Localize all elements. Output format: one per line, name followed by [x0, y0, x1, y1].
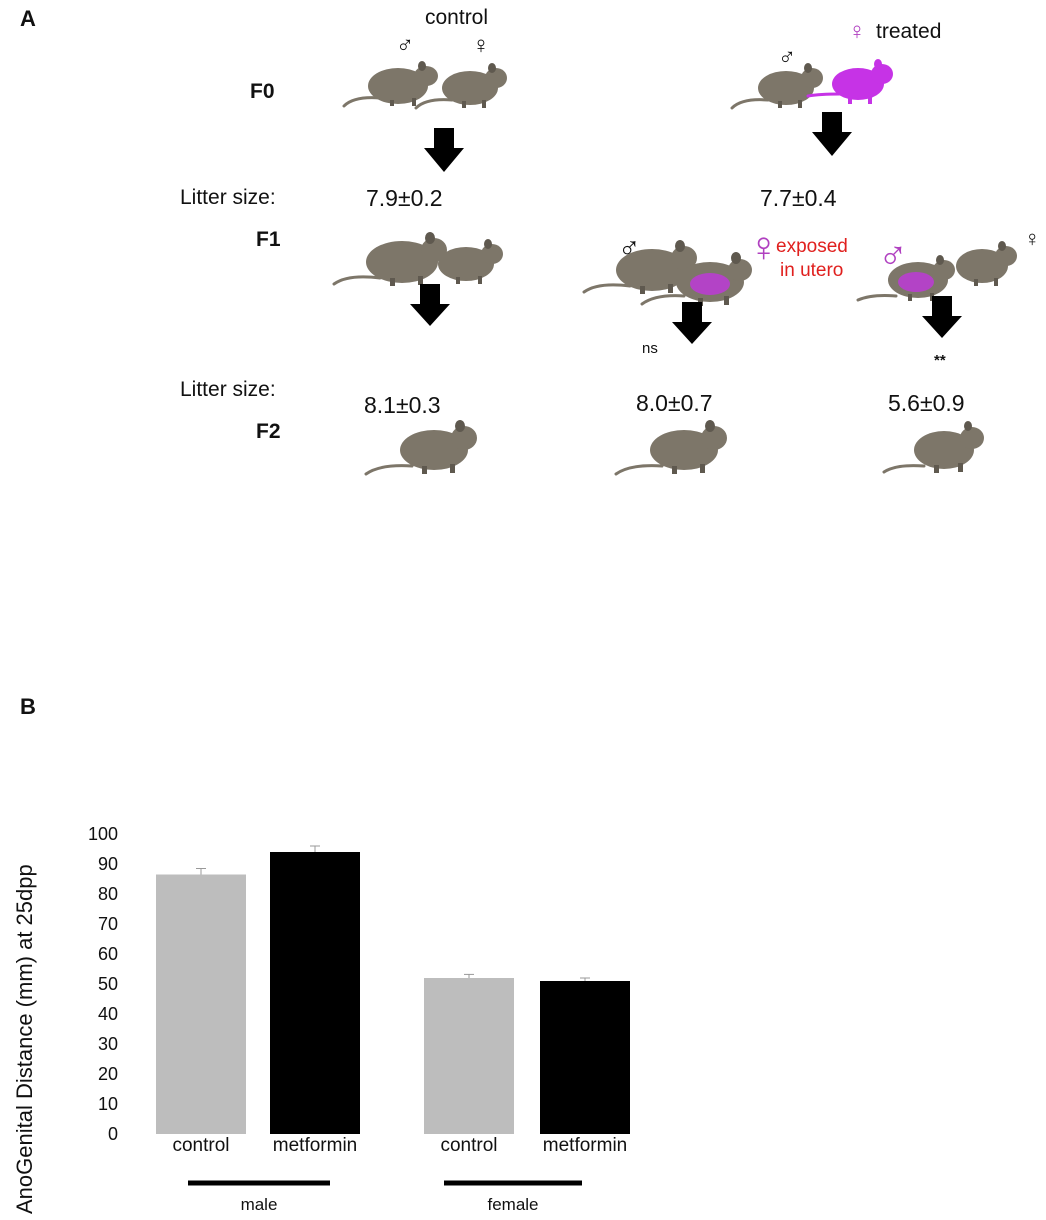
- significance-label: **: [934, 352, 946, 369]
- bar-1: [270, 852, 360, 1134]
- mouse-icon-f0-treated-female: [806, 59, 893, 104]
- bar-0: [156, 874, 246, 1134]
- y-tick-label: 10: [98, 1094, 118, 1114]
- x-tick-label: control: [440, 1135, 497, 1156]
- exposed-label-line1: exposed: [776, 236, 848, 257]
- group-label: male: [241, 1195, 278, 1214]
- y-tick-label: 60: [98, 944, 118, 964]
- panel-b-label: B: [20, 694, 36, 719]
- female-symbol-exposed: ♀: [748, 223, 780, 270]
- x-tick-label: metformin: [543, 1135, 627, 1156]
- y-tick-label: 40: [98, 1004, 118, 1024]
- f1-litter-treated: 7.7±0.4: [760, 185, 837, 211]
- y-tick-label: 80: [98, 884, 118, 904]
- mouse-icon-f1-female-right: [956, 241, 1017, 286]
- arrow-down-icon: [424, 128, 464, 172]
- arrow-down-icon: [922, 296, 962, 338]
- generation-f1: F1: [256, 228, 281, 251]
- exposed-label-line2: in utero: [780, 260, 844, 281]
- bar-3: [540, 981, 630, 1134]
- f2-litter-exposed-female: 8.0±0.7: [636, 390, 713, 416]
- mouse-icon-f2-exposed-male: [882, 421, 984, 474]
- f2-litter-control: 8.1±0.3: [364, 392, 441, 418]
- female-symbol-treated: ♀: [848, 18, 866, 45]
- female-symbol-f0-control: ♀: [472, 32, 490, 59]
- litter-size-label-f1: Litter size:: [180, 186, 276, 209]
- control-label: control: [425, 6, 489, 29]
- arrow-down-icon: [410, 284, 450, 326]
- treated-label: treated: [876, 20, 942, 43]
- mouse-icon-f2-exposed-female: [614, 420, 727, 476]
- mouse-icon-f0-control-male: [342, 61, 438, 108]
- ns-label: ns: [642, 340, 658, 357]
- bar-2: [424, 978, 514, 1134]
- y-tick-label: 70: [98, 914, 118, 934]
- x-tick-label: metformin: [273, 1135, 357, 1156]
- y-tick-label: 100: [88, 824, 118, 844]
- male-symbol-f0-control: ♂: [396, 32, 414, 59]
- mouse-icon-f1-exposed-male: [856, 255, 955, 302]
- y-tick-label: 20: [98, 1064, 118, 1084]
- mouse-icon-f1-exposed-female: [640, 252, 752, 306]
- mouse-icon-f1-male: [582, 240, 697, 294]
- mouse-icon-f0-control-female: [414, 63, 507, 110]
- arrow-down-icon: [812, 112, 852, 156]
- f2-litter-exposed-male: 5.6±0.9: [888, 390, 965, 416]
- mouse-icon-f0-treated-male: [730, 63, 823, 110]
- male-symbol-f0-treated: ♂: [778, 44, 796, 71]
- x-tick-label: control: [172, 1135, 229, 1156]
- panel-a-label: A: [20, 6, 36, 31]
- mouse-icon-f1-control-male: [332, 232, 447, 286]
- group-label: female: [487, 1195, 538, 1214]
- mouse-icon-f1-control-female: [438, 239, 503, 284]
- generation-f0: F0: [250, 80, 275, 103]
- arrow-down-icon: [672, 302, 712, 344]
- litter-size-label-f2: Litter size:: [180, 378, 276, 401]
- y-tick-label: 50: [98, 974, 118, 994]
- y-tick-label: 30: [98, 1034, 118, 1054]
- y-tick-label: 90: [98, 854, 118, 874]
- mouse-icon-f2-control: [364, 420, 477, 476]
- generation-f2: F2: [256, 420, 281, 443]
- f1-litter-control: 7.9±0.2: [366, 185, 443, 211]
- female-symbol-f1-right: ♀: [1024, 226, 1041, 251]
- y-tick-label: 0: [108, 1124, 118, 1144]
